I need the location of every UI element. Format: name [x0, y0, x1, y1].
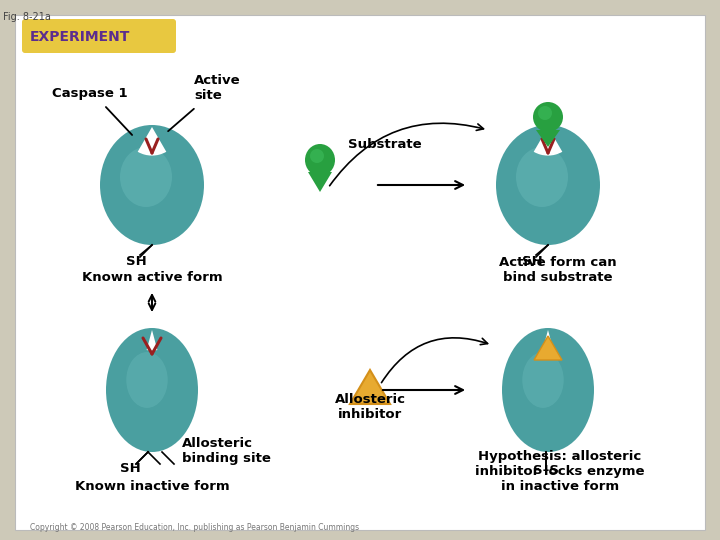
Text: Known active form: Known active form: [81, 271, 222, 284]
Wedge shape: [147, 330, 158, 350]
Text: S–S: S–S: [533, 464, 559, 477]
Ellipse shape: [106, 328, 198, 452]
Ellipse shape: [516, 147, 568, 207]
Text: Allosteric
binding site: Allosteric binding site: [182, 437, 271, 465]
Ellipse shape: [100, 125, 204, 245]
Ellipse shape: [120, 147, 172, 207]
Polygon shape: [534, 336, 562, 360]
Text: SH: SH: [125, 255, 146, 268]
Text: SH: SH: [521, 255, 542, 268]
Ellipse shape: [502, 328, 594, 452]
Polygon shape: [536, 130, 560, 147]
Text: EXPERIMENT: EXPERIMENT: [30, 30, 130, 44]
Wedge shape: [138, 127, 152, 156]
Text: Fig. 8-21a: Fig. 8-21a: [3, 12, 51, 22]
Polygon shape: [350, 370, 390, 404]
Text: Known inactive form: Known inactive form: [75, 480, 229, 493]
Wedge shape: [534, 127, 548, 156]
Ellipse shape: [533, 102, 563, 132]
Ellipse shape: [305, 144, 335, 176]
Ellipse shape: [538, 106, 552, 120]
Ellipse shape: [496, 125, 600, 245]
FancyBboxPatch shape: [22, 19, 176, 53]
Ellipse shape: [126, 352, 168, 408]
Text: Substrate: Substrate: [348, 138, 422, 151]
Text: Active form can
bind substrate: Active form can bind substrate: [499, 256, 617, 284]
Text: SH: SH: [120, 462, 140, 475]
Wedge shape: [548, 127, 562, 156]
Wedge shape: [543, 330, 554, 350]
Text: Active
site: Active site: [194, 74, 240, 102]
Text: Copyright © 2008 Pearson Education, Inc. publishing as Pearson Benjamin Cummings: Copyright © 2008 Pearson Education, Inc.…: [30, 523, 359, 532]
Text: Allosteric
inhibitor: Allosteric inhibitor: [335, 393, 405, 421]
Ellipse shape: [522, 352, 564, 408]
FancyArrowPatch shape: [330, 123, 484, 186]
Polygon shape: [308, 172, 332, 192]
Ellipse shape: [310, 149, 324, 163]
Text: Hypothesis: allosteric
inhibitor locks enzyme
in inactive form: Hypothesis: allosteric inhibitor locks e…: [475, 450, 644, 493]
FancyBboxPatch shape: [15, 15, 705, 530]
FancyArrowPatch shape: [382, 338, 487, 383]
Text: Caspase 1: Caspase 1: [52, 87, 127, 100]
Wedge shape: [152, 127, 166, 156]
